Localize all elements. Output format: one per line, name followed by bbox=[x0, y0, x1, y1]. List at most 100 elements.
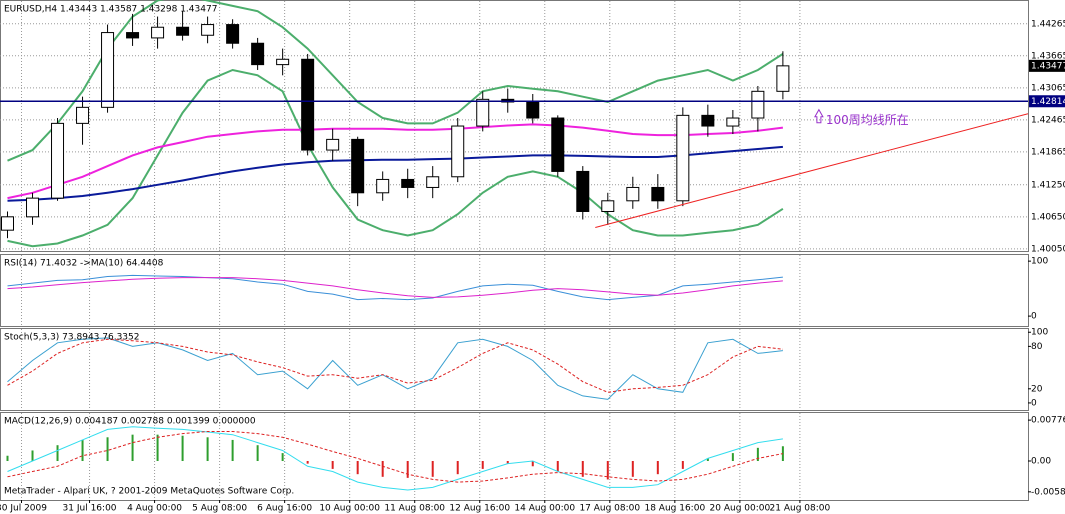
overlay-line bbox=[7, 145, 783, 202]
y-tick-label: 1.41250 bbox=[1031, 180, 1065, 190]
histogram-bar bbox=[731, 453, 734, 462]
candle-body bbox=[76, 106, 90, 124]
histogram-bar bbox=[756, 447, 759, 462]
y-tick-label: 1.44265 bbox=[1031, 19, 1065, 29]
histogram-bar bbox=[681, 461, 684, 469]
candle-body bbox=[126, 32, 140, 39]
price-tag-label: 1.43477 bbox=[1031, 61, 1065, 71]
x-tick-label: 31 Jul 16:00 bbox=[63, 504, 117, 514]
y-tick-label: 1.42465 bbox=[1031, 115, 1065, 125]
candle-body bbox=[551, 117, 565, 172]
panel-title: Stoch(5,3,3) 73.8943 76.3352 bbox=[4, 333, 139, 343]
candle-body bbox=[651, 186, 665, 202]
y-tick-label: 0 bbox=[1031, 312, 1037, 322]
histogram-bar bbox=[556, 461, 559, 472]
candle-body bbox=[451, 125, 465, 178]
candle-body bbox=[326, 138, 340, 151]
histogram-bar bbox=[256, 445, 259, 462]
histogram-bar bbox=[306, 461, 309, 464]
x-tick-label: 20 Aug 00:00 bbox=[710, 504, 771, 514]
candle-body bbox=[151, 26, 165, 39]
candle-body bbox=[276, 58, 290, 66]
histogram-bar bbox=[481, 461, 484, 469]
annotation: 100周均线所在 bbox=[826, 113, 909, 127]
y-tick-label: 1.40050 bbox=[1031, 244, 1065, 254]
indicator-line bbox=[7, 338, 783, 393]
y-tick-label: 1.41865 bbox=[1031, 147, 1065, 157]
x-tick-label: 5 Aug 08:00 bbox=[192, 504, 247, 514]
x-tick-label: 11 Aug 08:00 bbox=[384, 504, 445, 514]
x-tick-label: 17 Aug 08:00 bbox=[579, 504, 640, 514]
histogram-bar bbox=[406, 461, 409, 478]
x-tick-label: 21 Aug 08:00 bbox=[770, 504, 831, 514]
histogram-bar bbox=[531, 461, 534, 467]
indicator-line bbox=[7, 277, 783, 298]
candle-body bbox=[601, 200, 615, 212]
overlay-line bbox=[7, 68, 784, 248]
candle-body bbox=[26, 197, 40, 218]
y-tick-label: 100 bbox=[1031, 257, 1048, 267]
histogram-bar bbox=[31, 450, 34, 462]
x-tick-label: 12 Aug 16:00 bbox=[449, 504, 510, 514]
x-tick-label: 6 Aug 16:00 bbox=[257, 504, 312, 514]
indicator-line bbox=[7, 426, 783, 491]
candle-body bbox=[376, 178, 390, 194]
histogram-bar bbox=[206, 437, 209, 462]
histogram-bar bbox=[631, 461, 634, 477]
candle-body bbox=[301, 58, 315, 151]
trend-line bbox=[595, 113, 1029, 228]
indicator-line bbox=[7, 337, 783, 400]
candle-body bbox=[576, 170, 590, 212]
x-tick-label: 10 Aug 00:00 bbox=[319, 504, 380, 514]
y-tick-label: 1.40650 bbox=[1031, 212, 1065, 222]
y-tick-label: 0.00776 bbox=[1031, 416, 1065, 426]
candle-body bbox=[701, 114, 715, 127]
overlay-line bbox=[7, 123, 784, 200]
candle-body bbox=[526, 101, 540, 119]
candle-body bbox=[676, 114, 690, 202]
price-tag bbox=[1029, 95, 1065, 108]
histogram-bar bbox=[581, 461, 584, 477]
candle-body bbox=[201, 24, 215, 36]
candle-body bbox=[776, 65, 790, 92]
candle-body bbox=[751, 90, 765, 119]
histogram-bar bbox=[431, 461, 434, 477]
indicator-line bbox=[7, 274, 783, 301]
candle-body bbox=[51, 122, 65, 199]
y-tick-label: 0 bbox=[1031, 398, 1037, 408]
panel-frame bbox=[0, 328, 1029, 411]
candle-body bbox=[251, 42, 265, 66]
histogram-bar bbox=[181, 435, 184, 462]
histogram-bar bbox=[81, 439, 84, 462]
y-tick-label: 1.43065 bbox=[1031, 83, 1065, 93]
histogram-bar bbox=[706, 458, 709, 462]
candle-body bbox=[401, 178, 415, 188]
panel-title: RSI(14) 71.4032 ->MA(10) 64.4408 bbox=[4, 259, 164, 269]
histogram-bar bbox=[331, 461, 334, 469]
overlay-line bbox=[7, 0, 784, 162]
y-tick-label: 0.00 bbox=[1031, 457, 1051, 467]
histogram-bar bbox=[381, 461, 384, 477]
histogram-bar bbox=[131, 434, 134, 462]
panel-title: EURUSD,H4 1.43443 1.43587 1.43298 1.4347… bbox=[4, 5, 217, 15]
panel-title: MACD(12,26,9) 0.004187 0.002788 0.001399… bbox=[4, 417, 256, 427]
histogram-bar bbox=[656, 461, 659, 475]
panel-frame bbox=[0, 254, 1029, 327]
histogram-bar bbox=[606, 461, 609, 480]
annotation-arrow bbox=[814, 108, 824, 124]
candle-body bbox=[626, 186, 640, 202]
y-tick-label: 20 bbox=[1031, 384, 1043, 394]
candle-body bbox=[226, 24, 240, 44]
candle-body bbox=[351, 138, 365, 194]
histogram-bar bbox=[506, 461, 509, 464]
x-tick-label: 30 Jul 2009 bbox=[0, 504, 47, 514]
x-tick-label: 18 Aug 16:00 bbox=[644, 504, 705, 514]
price-tag bbox=[1029, 59, 1065, 72]
copyright: MetaTrader - Alpari UK, ? 2001-2009 Meta… bbox=[4, 487, 294, 497]
y-tick-label: -0.00585 bbox=[1031, 487, 1065, 497]
x-tick-label: 14 Aug 00:00 bbox=[514, 504, 575, 514]
histogram-bar bbox=[456, 461, 459, 475]
price-tag-label: 1.42814 bbox=[1031, 97, 1065, 107]
candle-body bbox=[476, 98, 490, 127]
